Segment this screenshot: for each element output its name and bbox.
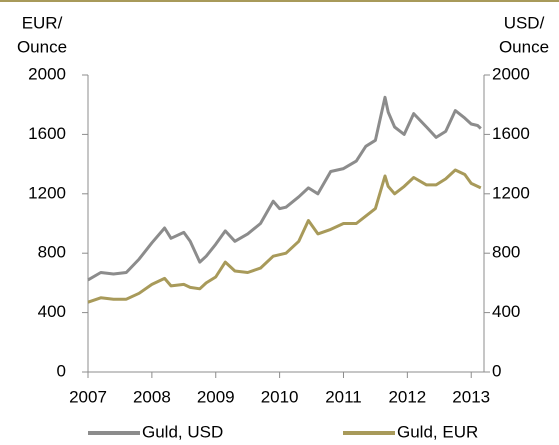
legend-label: Guld, USD: [142, 422, 223, 441]
y2-tick-label: 0: [492, 361, 501, 380]
x-tick-label: 2007: [69, 387, 107, 406]
y-axis-label: EUR/: [22, 13, 63, 32]
y-tick-label: 2000: [28, 64, 66, 83]
x-tick-label: 2012: [388, 387, 426, 406]
series-line: [87, 95, 482, 282]
y-tick-label: 1600: [28, 124, 66, 143]
y2-tick-label: 1200: [492, 183, 530, 202]
y-tick-label: 1200: [28, 183, 66, 202]
y2-tick-label: 1600: [492, 124, 530, 143]
y-tick-label: 0: [57, 361, 66, 380]
y-axis-label: Ounce: [17, 37, 67, 56]
x-tick-label: 2008: [133, 387, 171, 406]
y2-tick-label: 400: [492, 302, 520, 321]
y2-tick-label: 2000: [492, 64, 530, 83]
series-line: [87, 168, 482, 304]
y-tick-label: 400: [38, 302, 66, 321]
y2-tick-label: 800: [492, 243, 520, 262]
x-tick-label: 2011: [325, 387, 362, 406]
legend-label: Guld, EUR: [397, 422, 478, 441]
x-tick-label: 2009: [197, 387, 235, 406]
y-tick-label: 800: [38, 243, 66, 262]
y2-axis-label: Ounce: [499, 37, 549, 56]
x-tick-label: 2013: [452, 387, 490, 406]
x-tick-label: 2010: [261, 387, 299, 406]
y2-axis-label: USD/: [504, 13, 545, 32]
